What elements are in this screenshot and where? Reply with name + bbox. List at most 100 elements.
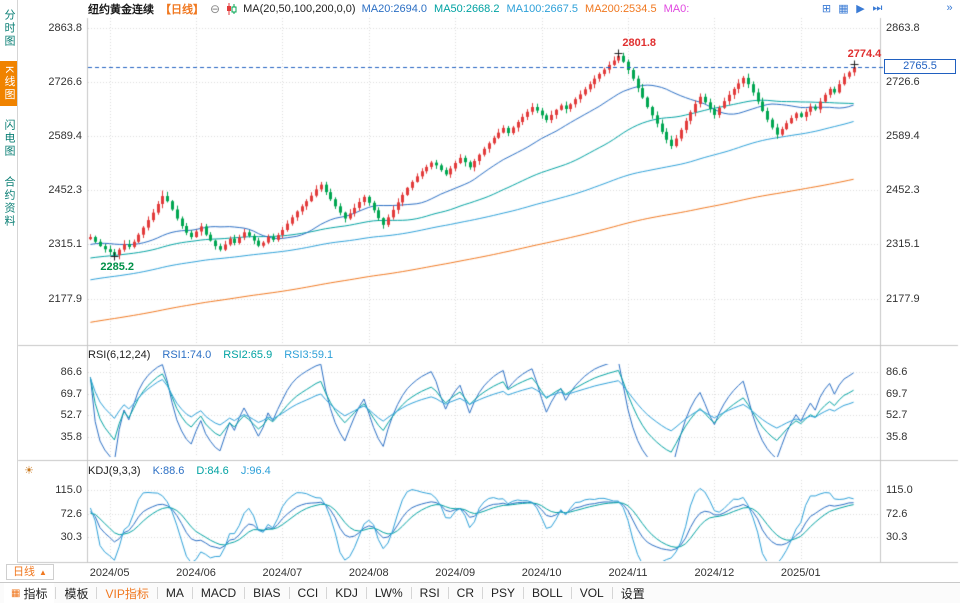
tab-label: KDJ — [335, 586, 358, 600]
ma-settings-label[interactable]: MA(20,50,100,200,0,0) — [243, 3, 356, 15]
tab-lw[interactable]: LW% — [368, 583, 410, 603]
last-price-box: 2765.5 — [884, 59, 956, 75]
y-axis-label: 2726.6 — [48, 76, 82, 89]
indicator-grid-icon: ▦ — [11, 587, 21, 599]
y-axis-label: 2177.9 — [48, 292, 82, 305]
divider — [326, 587, 328, 599]
tab-label: BIAS — [253, 586, 281, 600]
period-tag: 【日线】 — [160, 4, 204, 16]
x-axis-label: 2024/06 — [176, 567, 216, 579]
left-sidebar: 分时图 K线图闪电图合约资料 — [0, 0, 18, 563]
sidebar-tab-kline-chart[interactable]: K线图 — [0, 61, 17, 107]
tab-macd[interactable]: MACD — [194, 583, 243, 603]
y-axis-label: 2452.3 — [48, 184, 82, 197]
tab-label: CCI — [297, 586, 319, 600]
divider — [447, 587, 449, 599]
sidebar-tab-time-chart[interactable]: 分时图 — [3, 9, 15, 48]
y-axis-label: 52.7 — [60, 409, 82, 422]
divider — [523, 587, 525, 599]
indicator-sun-icon[interactable]: ☀ — [24, 465, 34, 477]
y-axis-label: 2315.1 — [48, 238, 82, 251]
price-annotation: 2774.4 — [847, 47, 882, 60]
divider — [244, 587, 246, 599]
ma-values: MA20:2694.0 MA50:2668.2 MA100:2667.5 MA200:… — [362, 3, 697, 15]
play-icon[interactable]: ▶ — [856, 3, 865, 15]
y-axis-label: 52.7 — [886, 409, 908, 422]
kdj-value: D:84.6 — [196, 465, 229, 477]
sidebar-tab-contract-info[interactable]: 合约资料 — [3, 176, 15, 229]
ma-value: MA100:2667.5 — [506, 3, 579, 15]
tab-indicator[interactable]: ▦ 指标 — [4, 583, 55, 603]
step-forward-icon[interactable]: ⏭ — [872, 2, 883, 14]
kdj-header: KDJ(9,3,3) K:88.6 D:84.6 J:96.4 — [88, 464, 271, 478]
rsi-header: RSI(6,12,24) RSI1:74.0 RSI2:65.9 RSI3:59.1 — [88, 348, 333, 362]
x-axis-label: 2024/07 — [262, 567, 303, 579]
divider — [482, 587, 484, 599]
y-axis-label: 69.7 — [886, 387, 908, 400]
y-axis-label: 2863.8 — [886, 22, 920, 35]
tab-psy[interactable]: PSY — [484, 583, 522, 603]
y-axis-label: 2315.1 — [886, 238, 920, 251]
tab-label: 设置 — [620, 586, 645, 601]
period-selector[interactable]: 日线 ▲ — [6, 564, 54, 580]
expand-icon[interactable]: » — [946, 2, 953, 14]
tab-cr[interactable]: CR — [450, 583, 481, 603]
price-annotation: 2801.8 — [622, 36, 657, 49]
y-axis-label: 35.8 — [886, 430, 908, 443]
y-axis-label: 72.6 — [60, 507, 82, 520]
grid-layout-icon[interactable]: ▦ — [838, 3, 849, 15]
y-axis-label: 69.7 — [60, 387, 82, 400]
bottom-toolbar: ▦ 指标 模板 VIP指标 MA MACD BIAS CCI KDJ LW% RSI CR PSY BOL… — [0, 582, 960, 603]
x-axis-label: 2024/09 — [435, 567, 476, 579]
y-axis-label: 2589.4 — [48, 130, 82, 143]
x-axis-label: 2024/11 — [608, 567, 648, 579]
tab-label: VIP指标 — [105, 586, 149, 601]
tab-bias[interactable]: BIAS — [246, 583, 287, 603]
y-axis-label: 86.6 — [886, 366, 908, 379]
x-axis-label: 2024/08 — [348, 567, 389, 579]
ma-value: MA20:2694.0 — [361, 3, 428, 15]
price-annotation: 2285.2 — [100, 261, 135, 274]
zoom-out-icon[interactable]: ⊖ — [210, 2, 221, 16]
y-axis-label: 2589.4 — [886, 130, 920, 143]
y-axis-label: 115.0 — [886, 483, 913, 496]
rsi-value: RSI3:59.1 — [284, 349, 334, 361]
rsi-value: RSI1:74.0 — [162, 349, 212, 361]
y-axis-label: 2177.9 — [886, 292, 920, 305]
x-axis-label: 2024/12 — [694, 567, 735, 579]
divider — [96, 587, 98, 599]
y-axis-label: 115.0 — [55, 483, 82, 496]
ma-value: MA50:2668.2 — [434, 3, 500, 15]
ma-value: MA0: — [663, 3, 690, 15]
tab-settings[interactable]: 设置 — [614, 583, 652, 603]
kdj-value: J:96.4 — [240, 465, 271, 477]
tab-kdj[interactable]: KDJ — [328, 583, 365, 603]
tab-label: CR — [456, 586, 475, 600]
tab-boll[interactable]: BOLL — [525, 583, 570, 603]
x-axis-label: 2025/01 — [780, 567, 821, 579]
divider — [55, 587, 57, 599]
tab-template[interactable]: 模板 — [57, 583, 95, 603]
tab-ma[interactable]: MA — [159, 583, 191, 603]
x-axis-label: 2024/05 — [89, 567, 130, 579]
candle-style-icon[interactable] — [226, 3, 237, 15]
tab-cci[interactable]: CCI — [291, 583, 326, 603]
tab-vol[interactable]: VOL — [573, 583, 611, 603]
tab-vip-indicator[interactable]: VIP指标 — [98, 583, 155, 603]
chart-header: 纽约黄金连续 【日线】 ⊖ MA(20,50,100,200,0,0) MA20… — [18, 0, 960, 18]
divider — [365, 587, 367, 599]
tab-label: 模板 — [64, 586, 89, 601]
tab-label: VOL — [579, 586, 604, 600]
sidebar-tab-tick-chart[interactable]: 闪电图 — [3, 119, 15, 159]
add-panel-icon[interactable]: ⊞ — [821, 3, 832, 15]
triangle-up-icon: ▲ — [39, 567, 47, 577]
y-axis-label: 72.6 — [886, 507, 908, 520]
tab-label: MACD — [200, 586, 237, 600]
y-axis-label: 30.3 — [886, 530, 908, 543]
layout-icons: ⊞ ▦ ▶ ⏭ — [820, 2, 884, 15]
rsi-title[interactable]: RSI(6,12,24) — [88, 349, 151, 361]
kdj-title[interactable]: KDJ(9,3,3) — [88, 465, 141, 477]
tab-label: RSI — [419, 586, 440, 600]
tab-rsi[interactable]: RSI — [413, 583, 447, 603]
